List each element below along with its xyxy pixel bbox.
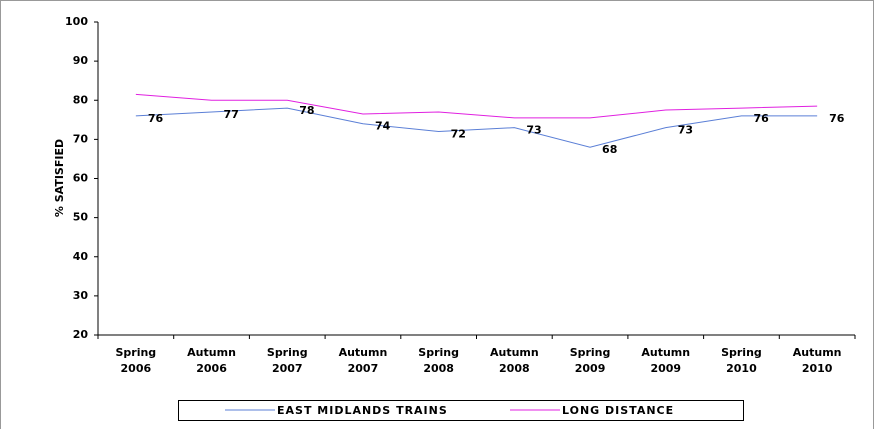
data-label: 73 — [678, 124, 693, 137]
y-tick-label: 30 — [73, 289, 89, 302]
data-label: 76 — [753, 112, 769, 125]
y-tick-label: 20 — [73, 328, 89, 341]
y-tick-label: 80 — [73, 93, 89, 106]
data-label: 72 — [451, 128, 466, 141]
y-tick-label: 40 — [73, 250, 89, 263]
x-tick-label: Autumn 2006 — [187, 346, 236, 375]
x-tick-label: Spring 2006 — [115, 346, 157, 375]
x-tick-label: Autumn 2009 — [641, 346, 691, 375]
legend-label: LONG DISTANCE — [562, 404, 674, 417]
x-tick-label: Spring 2008 — [418, 346, 459, 375]
legend-box — [178, 400, 744, 421]
y-tick-label: 100 — [65, 15, 88, 28]
data-label: 76 — [829, 112, 845, 125]
x-tick-label: Autumn 2007 — [338, 346, 388, 375]
x-tick-label: Autumn 2010 — [792, 346, 842, 375]
x-tick-label: Spring 2007 — [266, 346, 308, 375]
data-label: 68 — [602, 143, 617, 156]
data-label: 73 — [526, 124, 541, 137]
data-label: 77 — [224, 108, 239, 121]
line-series — [135, 93, 818, 119]
y-tick-label: 70 — [73, 132, 89, 145]
y-tick-label: 60 — [73, 172, 89, 185]
data-label: 78 — [299, 104, 314, 117]
x-tick-label: Spring 2010 — [721, 346, 762, 375]
y-axis-label: % SATISFIED — [53, 139, 66, 217]
y-tick-label: 90 — [73, 54, 89, 67]
x-tick-label: Spring 2009 — [569, 346, 611, 375]
data-label: 74 — [375, 120, 391, 133]
x-tick-label: Autumn 2008 — [489, 346, 539, 375]
y-tick-label: 50 — [73, 211, 89, 224]
data-label: 76 — [148, 112, 164, 125]
legend-label: EAST MIDLANDS TRAINS — [277, 404, 448, 417]
line-series — [135, 107, 818, 148]
